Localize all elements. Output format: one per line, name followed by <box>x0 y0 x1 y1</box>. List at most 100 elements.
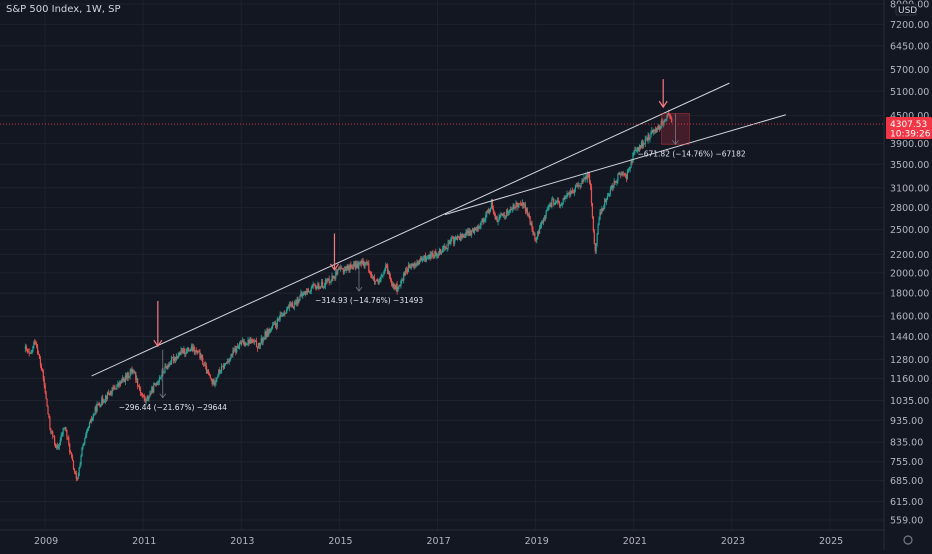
y-tick-label: 2500.00 <box>890 225 929 236</box>
candle-body <box>223 363 226 369</box>
candle-body <box>37 347 39 355</box>
candle-body <box>585 175 587 180</box>
candle-body <box>364 262 366 267</box>
candle-body <box>447 242 449 249</box>
candle-body <box>436 255 438 257</box>
candle-body <box>307 289 310 293</box>
candle-body <box>92 414 94 419</box>
candle-body <box>620 173 622 175</box>
candle-body <box>432 252 434 257</box>
candle-body <box>589 182 592 187</box>
candle-body <box>566 193 568 197</box>
candle-body <box>510 209 512 211</box>
candle-body <box>40 364 43 371</box>
trend-line-2[interactable] <box>444 114 786 216</box>
candle-body <box>555 201 557 205</box>
candle-body <box>567 193 569 195</box>
candle-body <box>169 364 171 366</box>
candle-body <box>405 269 407 275</box>
candle-body <box>624 174 627 176</box>
candle-body <box>571 190 573 192</box>
candle-body <box>186 349 188 354</box>
candle-body <box>552 199 554 200</box>
candle-body <box>505 210 508 216</box>
candle-body <box>243 341 245 344</box>
candle-body <box>182 350 184 354</box>
candle-body <box>260 338 262 343</box>
candle-body <box>456 236 459 240</box>
candle-body <box>446 248 448 250</box>
candle-body <box>50 428 52 433</box>
candle-body <box>288 304 291 309</box>
candle-body <box>259 342 261 346</box>
candle-body <box>478 226 480 229</box>
settings-gear-icon[interactable] <box>903 535 913 545</box>
candle-body <box>664 119 666 121</box>
candle-body <box>555 201 558 203</box>
candle-body <box>483 220 485 223</box>
candle-body <box>530 223 532 225</box>
candle-body <box>663 119 665 123</box>
candle-body <box>448 241 450 243</box>
candle-body <box>233 350 235 352</box>
candle-body <box>380 276 382 280</box>
x-tick-label: 2021 <box>623 536 647 547</box>
candle-body <box>402 279 404 281</box>
candle-body <box>562 198 564 204</box>
candle-body <box>529 215 531 225</box>
candle-body <box>495 216 497 219</box>
candle-body <box>334 277 336 279</box>
candle-body <box>180 350 182 355</box>
candle-body <box>43 378 45 385</box>
candle-body <box>129 372 131 377</box>
candle-body <box>140 393 143 395</box>
candle-body <box>652 129 654 133</box>
y-tick-label: 935.00 <box>890 416 923 427</box>
candle-body <box>238 342 241 348</box>
candle-body <box>538 228 541 234</box>
candle-body <box>44 384 46 393</box>
candle-body <box>393 283 395 288</box>
candle-body <box>284 313 286 315</box>
candle-body <box>454 237 456 244</box>
candle-body <box>638 145 641 151</box>
candle-body <box>513 204 515 208</box>
candle-body <box>268 329 270 336</box>
candle-body <box>200 354 202 359</box>
candle-body <box>519 203 521 205</box>
trend-line-1[interactable] <box>91 82 730 377</box>
candle-body <box>280 314 282 317</box>
candle-body <box>102 397 104 403</box>
candle-body <box>292 307 294 309</box>
candle-body <box>375 279 377 282</box>
candle-body <box>528 214 530 216</box>
candle-body <box>479 225 481 227</box>
candle-body <box>96 404 98 412</box>
candle-body <box>290 303 293 306</box>
candle-body <box>103 401 105 403</box>
measure-arrow-icon <box>672 140 679 145</box>
currency-badge[interactable] <box>895 3 917 16</box>
candle-body <box>366 261 368 264</box>
candle-body <box>105 396 108 399</box>
candle-body <box>667 112 669 116</box>
measure-label-3: −671.82 (−14.76%) −67182 <box>637 149 745 158</box>
candle-body <box>208 373 210 376</box>
candle-body <box>524 204 527 212</box>
candle-body <box>235 348 237 353</box>
candle-body <box>426 257 428 259</box>
candle-body <box>480 221 482 226</box>
candle-body <box>151 387 153 394</box>
candle-body <box>125 375 127 378</box>
candle-body <box>127 372 129 378</box>
candle-body <box>342 268 344 273</box>
candle-body <box>392 283 394 287</box>
candle-body <box>254 340 256 343</box>
candle-body <box>445 247 447 250</box>
candle-body <box>80 455 82 465</box>
candle-body <box>311 286 313 289</box>
candle-body <box>485 214 487 220</box>
candle-body <box>371 274 373 278</box>
